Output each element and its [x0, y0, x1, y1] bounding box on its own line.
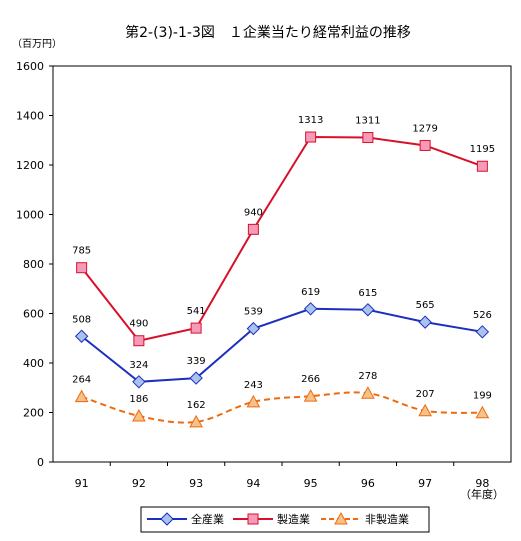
chart-title: 第2-(3)-1-3図 １企業当たり経常利益の推移 — [125, 24, 411, 41]
y-tick-label: 1200 — [16, 159, 44, 172]
series-line — [81, 307, 483, 383]
data-point-marker — [74, 389, 89, 403]
data-label: 1313 — [298, 115, 323, 126]
y-axis: 0 200 400 600 800 1000 1200 1400 1600 — [16, 60, 53, 469]
data-point-marker — [361, 386, 375, 399]
y-tick-label: 0 — [37, 456, 44, 469]
data-label: 565 — [416, 300, 435, 311]
data-point-marker — [475, 325, 490, 339]
y-tick-label: 1600 — [16, 60, 44, 73]
legend-label: 製造業 — [277, 512, 310, 526]
data-point-marker — [303, 389, 318, 402]
data-label: 615 — [358, 288, 377, 299]
data-label: 541 — [187, 306, 206, 317]
data-point-marker — [476, 160, 488, 172]
legend-entry: 製造業 — [233, 512, 310, 526]
data-point-marker — [334, 511, 348, 525]
legend: 全産業 製造業 非製造業 — [140, 506, 430, 533]
x-tick-label: 95 — [304, 477, 318, 490]
data-point-marker — [189, 414, 203, 428]
legend-label: 非製造業 — [365, 512, 409, 526]
data-point-marker — [303, 302, 318, 316]
legend-entry: 全産業 — [147, 512, 224, 526]
data-label: 266 — [301, 374, 320, 385]
data-label: 199 — [473, 391, 492, 402]
data-label: 1195 — [470, 144, 495, 155]
x-tick-label: 92 — [132, 477, 146, 490]
y-tick-label: 1000 — [16, 209, 44, 222]
data-label: 508 — [72, 314, 91, 325]
data-point-marker — [247, 223, 259, 235]
data-point-marker — [418, 403, 432, 417]
data-label: 186 — [129, 394, 148, 405]
data-point-marker — [190, 322, 202, 334]
data-point-marker — [246, 321, 261, 336]
data-label: 1311 — [355, 116, 380, 127]
y-tick-label: 800 — [23, 258, 44, 271]
series: 508 324 339 539 619 615 565 526 — [72, 287, 492, 389]
data-label: 278 — [358, 371, 377, 382]
x-tick-label: 94 — [246, 477, 260, 490]
data-point-marker — [247, 513, 259, 525]
x-axis-unit-label: （年度） — [460, 487, 504, 501]
data-label: 162 — [187, 400, 206, 411]
y-axis-unit-label: （百万円） — [12, 38, 62, 50]
data-point-marker — [132, 375, 146, 389]
data-label: 264 — [72, 375, 91, 386]
y-tick-label: 400 — [23, 357, 44, 370]
data-label: 207 — [416, 389, 435, 400]
x-tick-label: 96 — [361, 477, 375, 490]
data-label: 785 — [72, 246, 91, 257]
data-point-marker — [305, 131, 317, 143]
data-point-marker — [74, 329, 89, 343]
data-label: 490 — [129, 319, 148, 330]
data-point-marker — [361, 303, 375, 317]
data-label: 940 — [244, 207, 263, 218]
series-group: 508 324 339 539 619 615 565 526 785 490 541 940 1313… — [72, 115, 495, 428]
data-point-marker — [362, 132, 374, 144]
data-label: 243 — [244, 380, 263, 391]
data-point-marker — [419, 139, 431, 151]
series-line — [80, 136, 483, 342]
data-label: 526 — [473, 310, 492, 321]
data-point-marker — [160, 512, 174, 526]
series-line — [81, 391, 483, 424]
data-label: 1279 — [412, 123, 437, 134]
y-tick-label: 1400 — [16, 110, 44, 123]
data-label: 339 — [187, 356, 206, 367]
x-tick-label: 93 — [189, 477, 203, 490]
data-point-marker — [246, 394, 261, 408]
data-label: 619 — [301, 287, 320, 298]
data-point-marker — [132, 408, 146, 422]
x-tick-label: 97 — [418, 477, 432, 490]
y-tick-label: 600 — [23, 308, 44, 321]
data-label: 324 — [129, 360, 148, 371]
data-point-marker — [133, 335, 145, 347]
plot-area — [52, 65, 512, 463]
legend-box — [140, 506, 430, 533]
series: 264 186 162 243 266 278 207 199 — [72, 371, 492, 428]
x-tick-label: 91 — [75, 477, 89, 490]
legend-entry: 非製造業 — [321, 511, 409, 526]
data-point-marker — [189, 371, 203, 385]
y-tick-label: 200 — [23, 407, 44, 420]
x-axis: 91 92 93 94 95 96 97 98 — [75, 462, 489, 490]
series: 785 490 541 940 1313 1311 1279 1195 — [72, 115, 495, 347]
x-tick-label: 98 — [475, 477, 489, 490]
data-label: 539 — [244, 307, 263, 318]
legend-label: 全産業 — [191, 512, 224, 526]
data-point-marker — [418, 315, 432, 329]
data-point-marker — [475, 405, 490, 419]
data-point-marker — [76, 262, 88, 274]
